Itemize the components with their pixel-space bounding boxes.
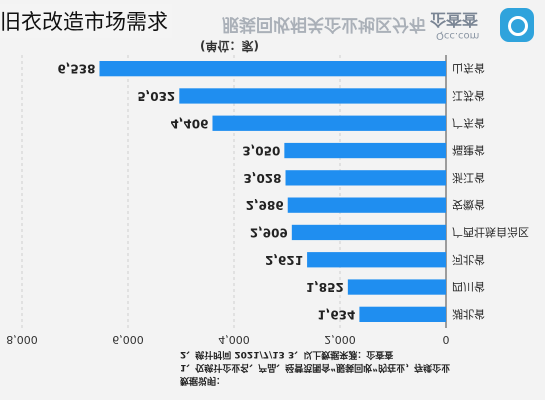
- bar: [347, 279, 446, 295]
- bar: [307, 252, 446, 268]
- notes-line-2: 2、统计时间 2021/7/13 3、以上数据来源：企查查: [180, 349, 394, 359]
- bar: [179, 88, 446, 104]
- brand-logo: 企查查 Qcc.com: [430, 6, 542, 48]
- category-label: 湖北省: [452, 307, 485, 320]
- x-tick-label: 4,000: [218, 333, 250, 346]
- data-notes: 数据说明： 1、仅统计企业名、产品、经营范围含“服装回收”的在业，存续企业 2、…: [180, 347, 540, 386]
- bar: [291, 224, 446, 241]
- bar-value-label: 2,986: [246, 198, 284, 212]
- category-label: 广东省: [452, 116, 485, 129]
- bar: [284, 142, 446, 159]
- category-label: 江苏省: [452, 89, 485, 102]
- category-label: 河北省: [452, 253, 485, 266]
- bar-value-label: 1,634: [317, 307, 355, 321]
- bar-value-label: 1,852: [306, 280, 344, 294]
- bar: [287, 197, 446, 213]
- notes-title: 数据说明：: [180, 375, 226, 385]
- category-label: 福建省: [452, 144, 485, 158]
- chart-heading: 服装回收相关企业地区分布: [222, 14, 426, 34]
- category-label: 四川省: [452, 280, 485, 293]
- category-label: 安徽省: [452, 198, 485, 212]
- category-label: 广西壮族自治区: [452, 225, 529, 239]
- bar: [359, 306, 446, 322]
- bar-value-label: 2,621: [265, 253, 303, 267]
- bar-value-label: 5,032: [137, 89, 175, 103]
- bar-value-label: 3,028: [244, 171, 282, 185]
- bar-value-label: 6,538: [58, 62, 96, 76]
- overlay-title: 旧衣改造市场需求: [0, 4, 172, 38]
- category-label: 山东省: [452, 62, 485, 75]
- bar: [99, 61, 447, 77]
- x-tick-label: 6,000: [112, 333, 144, 346]
- bar: [212, 115, 446, 131]
- category-label: 浙江省: [452, 171, 485, 184]
- bar-value-label: 4,406: [171, 116, 209, 130]
- bar-value-label: 3,050: [242, 144, 280, 158]
- x-tick-label: 2,000: [324, 333, 356, 346]
- x-tick-label: 0: [443, 333, 450, 346]
- qcc-logo-icon: [500, 8, 534, 42]
- bar: [285, 170, 446, 186]
- bar-value-label: 2,909: [250, 225, 288, 239]
- x-tick-label: 8,000: [6, 333, 38, 346]
- brand-domain: Qcc.com: [436, 30, 480, 41]
- notes-line-1: 1、仅统计企业名、产品、经营范围含“服装回收”的在业，存续企业: [180, 362, 451, 372]
